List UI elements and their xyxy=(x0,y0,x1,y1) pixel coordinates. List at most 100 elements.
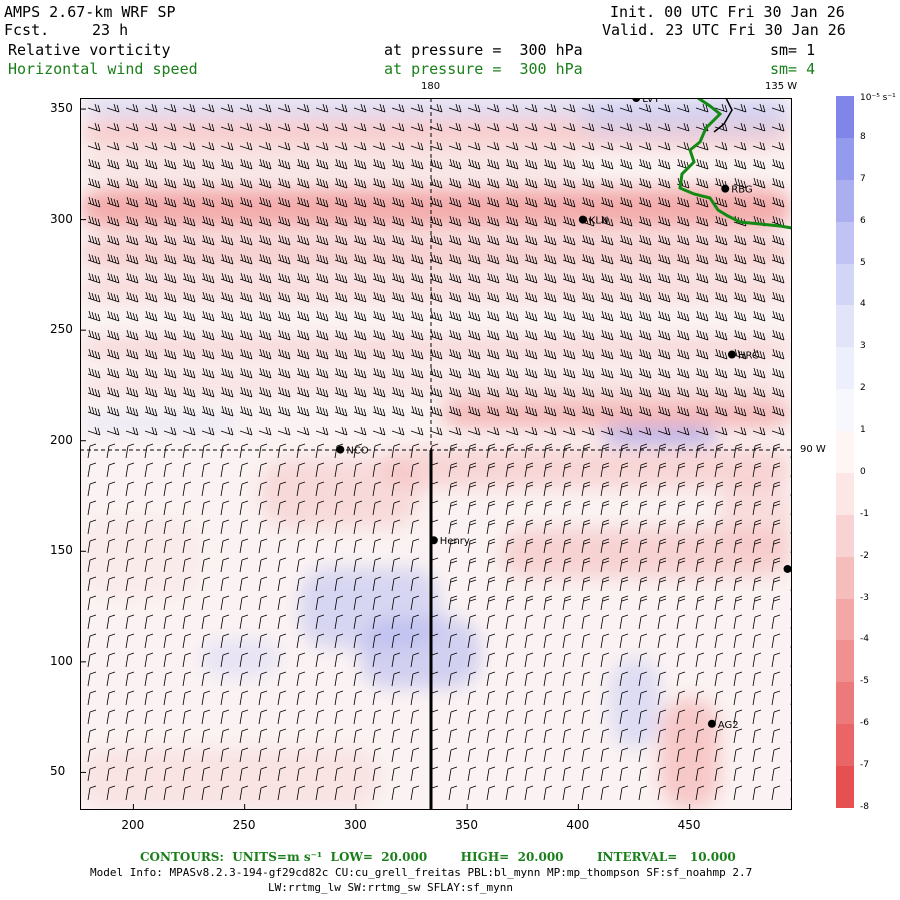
wind-barb xyxy=(334,196,348,208)
wind-barb xyxy=(733,426,747,436)
wind-barb xyxy=(657,234,671,246)
wind-barb xyxy=(619,538,629,554)
wind-barb xyxy=(106,633,116,649)
wind-barb xyxy=(353,557,363,573)
wind-barb xyxy=(372,177,386,189)
wind-barb xyxy=(163,443,173,459)
wind-barb xyxy=(486,291,500,303)
wind-barb xyxy=(372,557,382,573)
wind-barb xyxy=(144,671,154,687)
wind-barb xyxy=(429,291,443,303)
wind-barb xyxy=(372,348,386,360)
wind-barb xyxy=(201,690,211,706)
wind-barb xyxy=(524,785,534,801)
wind-barb xyxy=(106,158,120,170)
wind-barb xyxy=(258,576,268,592)
wind-barb xyxy=(600,481,610,497)
wind-barb xyxy=(752,103,766,113)
wind-barb xyxy=(543,690,553,706)
wind-barb xyxy=(695,196,709,208)
wind-barb xyxy=(277,386,291,398)
wind-barb xyxy=(87,481,97,497)
wind-barb xyxy=(315,576,325,592)
wind-barb xyxy=(505,291,519,303)
wind-barb xyxy=(87,158,101,170)
model-title: AMPS 2.67-km WRF SP xyxy=(4,3,176,21)
wind-barb xyxy=(581,291,595,303)
wind-barb xyxy=(372,386,386,398)
wind-barb xyxy=(353,462,363,478)
wind-barb xyxy=(391,367,405,379)
wind-barb xyxy=(638,386,652,398)
wind-barb xyxy=(733,405,747,417)
wind-barb xyxy=(771,196,785,208)
wind-barb xyxy=(87,367,101,379)
wind-barb xyxy=(277,272,291,284)
station-label: AG2 xyxy=(718,720,739,731)
wind-barb xyxy=(391,633,401,649)
wind-barb xyxy=(429,215,443,227)
wind-barb xyxy=(410,426,424,436)
wind-barb xyxy=(239,141,253,151)
wind-barb xyxy=(144,690,154,706)
wind-barb xyxy=(467,652,477,668)
wind-barb xyxy=(486,234,500,246)
wind-barb xyxy=(106,329,120,341)
wind-barb xyxy=(733,310,747,322)
wind-barb xyxy=(163,538,173,554)
wind-barb xyxy=(638,443,648,459)
wind-barb xyxy=(505,557,515,573)
wind-barb xyxy=(182,766,192,782)
wind-barb xyxy=(581,557,591,573)
wind-barb xyxy=(752,766,762,782)
wind-barb xyxy=(486,310,500,322)
wind-barb xyxy=(258,538,268,554)
wind-barb xyxy=(429,310,443,322)
wind-barb xyxy=(106,348,120,360)
wind-barb xyxy=(163,291,177,303)
wind-barb xyxy=(486,329,500,341)
wind-barb xyxy=(182,538,192,554)
wind-barb xyxy=(182,348,196,360)
vorticity-shade xyxy=(380,448,792,488)
wind-barb xyxy=(258,122,272,132)
wind-barb xyxy=(144,215,158,227)
wind-barb xyxy=(657,500,667,516)
wind-barb xyxy=(695,291,709,303)
wind-barb xyxy=(619,196,633,208)
wind-barb xyxy=(334,747,344,763)
wind-barb xyxy=(733,103,747,113)
wind-barb xyxy=(448,785,458,801)
colorbar-label: 5 xyxy=(860,257,866,268)
wind-barb xyxy=(562,158,576,170)
wind-barb xyxy=(220,785,230,801)
wind-barb xyxy=(676,595,686,611)
wind-barb xyxy=(752,462,762,478)
wind-barb xyxy=(581,728,591,744)
coastline xyxy=(678,98,792,230)
wind-barb xyxy=(505,614,515,630)
wind-barb xyxy=(676,652,686,668)
wind-barb xyxy=(163,177,177,189)
wind-barb xyxy=(543,443,553,459)
wind-barb xyxy=(258,158,272,170)
wind-barb xyxy=(581,103,595,113)
ice-edge xyxy=(713,98,733,133)
wind-barb xyxy=(600,310,614,322)
colorbar-swatch xyxy=(836,556,854,600)
wind-barb xyxy=(334,177,348,189)
wind-barb xyxy=(581,690,591,706)
wind-barb xyxy=(125,310,139,322)
wind-barb xyxy=(505,141,519,151)
wind-barb xyxy=(524,766,534,782)
wind-barb xyxy=(201,234,215,246)
wind-barb xyxy=(657,386,671,398)
wind-barb xyxy=(714,557,724,573)
wind-barb xyxy=(182,291,196,303)
wind-barb xyxy=(429,141,443,151)
wind-barb xyxy=(771,671,781,687)
wind-barb xyxy=(695,426,709,436)
wind-barb xyxy=(714,500,724,516)
wind-barb xyxy=(353,234,367,246)
colorbar-label: 7 xyxy=(860,173,866,184)
